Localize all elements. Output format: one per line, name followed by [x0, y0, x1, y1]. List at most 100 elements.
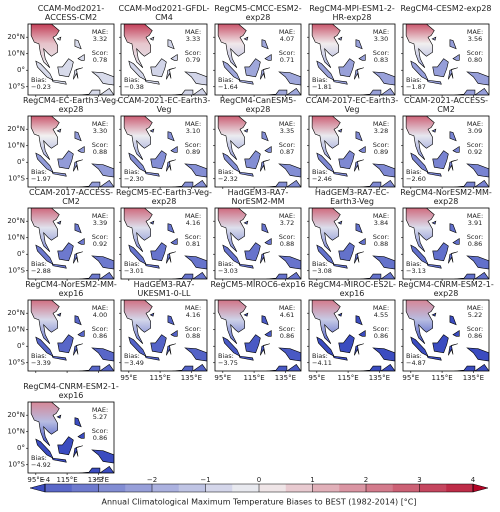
score-label: Scor: [279, 49, 295, 57]
land [245, 243, 261, 261]
lat-tick-label: 10°S [8, 359, 25, 367]
mae-label: MAE: [373, 120, 389, 128]
bias-label: Bias: [218, 352, 234, 360]
bias-label: Bias: [218, 168, 234, 176]
land [312, 300, 340, 344]
mae-value: 5.27 [93, 413, 107, 421]
mae-value: 3.10 [186, 127, 200, 135]
bias-label: Bias: [31, 168, 47, 176]
colorbar-bin [312, 484, 340, 492]
bias-value: −2.46 [312, 175, 332, 183]
mae-label: MAE: [92, 212, 108, 220]
land [166, 344, 175, 356]
colorbar-bin [178, 484, 206, 492]
land [75, 40, 81, 49]
land [361, 180, 395, 187]
land [433, 243, 449, 261]
bias-value: −3.03 [218, 267, 238, 275]
land [427, 172, 441, 176]
score-value: 0.78 [93, 56, 107, 64]
map [121, 208, 207, 279]
lon-tick-label: 95°E [402, 374, 419, 382]
land [31, 300, 59, 344]
lat-tick-label: 10°N [7, 234, 25, 242]
score-value: 0.88 [93, 148, 107, 156]
land [373, 164, 395, 177]
bias-label: Bias: [406, 352, 422, 360]
land [92, 256, 114, 269]
map [28, 300, 114, 371]
land [406, 300, 434, 344]
score-label: Scor: [185, 325, 201, 333]
land [356, 316, 362, 325]
mae-value: 3.84 [374, 219, 388, 227]
colorbar-bin [125, 484, 153, 492]
map [28, 208, 114, 279]
land [265, 331, 271, 337]
score-value: 0.88 [280, 240, 294, 248]
score-label: Scor: [92, 141, 108, 149]
lon-tick-label: 135°E [369, 374, 390, 382]
land [453, 331, 459, 337]
land [448, 344, 457, 356]
land [260, 160, 269, 172]
land [185, 72, 207, 85]
land [80, 364, 114, 371]
land [356, 40, 362, 49]
land [455, 272, 489, 279]
score-value: 0.81 [186, 240, 200, 248]
land [265, 147, 271, 153]
bias-value: −3.08 [312, 267, 332, 275]
bias-label: Bias: [406, 168, 422, 176]
mae-label: MAE: [185, 212, 201, 220]
land [173, 180, 207, 187]
land [166, 68, 175, 80]
bias-value: −1.97 [31, 175, 51, 183]
score-label: Scor: [467, 49, 483, 57]
land [244, 129, 248, 132]
land [151, 151, 167, 169]
bias-label: Bias: [124, 168, 140, 176]
bias-label: Bias: [218, 260, 234, 268]
score-label: Scor: [373, 233, 389, 241]
land [218, 208, 246, 252]
lat-tick-label: 20°N [7, 33, 25, 41]
bias-label: Bias: [312, 76, 328, 84]
score-label: Scor: [185, 233, 201, 241]
land [244, 37, 248, 40]
land [356, 224, 362, 233]
land [168, 40, 174, 49]
land [245, 335, 261, 353]
land [92, 72, 114, 85]
land [151, 335, 167, 353]
bias-label: Bias: [406, 260, 422, 268]
land [52, 80, 66, 84]
map [309, 116, 395, 187]
mae-label: MAE: [92, 406, 108, 414]
lon-tick-label: 115°E [431, 374, 452, 382]
panel-title: CCAM-2017-ACCESS-CM2 [28, 188, 114, 206]
bias-label: Bias: [124, 260, 140, 268]
panel-title: RegCM4-NorESM2-MM-exp28 [400, 188, 492, 206]
map-frame [120, 23, 208, 96]
score-value: 0.88 [374, 240, 388, 248]
bias-value: −4.92 [31, 461, 51, 469]
score-value: 0.89 [374, 148, 388, 156]
land [356, 132, 362, 141]
lat-tick-label: 0° [17, 342, 25, 350]
land [218, 116, 246, 160]
land [244, 313, 248, 316]
score-value: 0.86 [468, 332, 482, 340]
mae-value: 3.56 [468, 35, 482, 43]
mae-value: 3.32 [93, 35, 107, 43]
land [339, 59, 355, 77]
lat-tick-label: 10°S [8, 461, 25, 469]
bias-label: Bias: [218, 76, 234, 84]
score-label: Scor: [467, 141, 483, 149]
land [171, 239, 177, 245]
colorbar-tick-label: −2 [147, 476, 157, 484]
land [333, 356, 347, 360]
colorbar-tick-label: −3 [93, 476, 103, 484]
